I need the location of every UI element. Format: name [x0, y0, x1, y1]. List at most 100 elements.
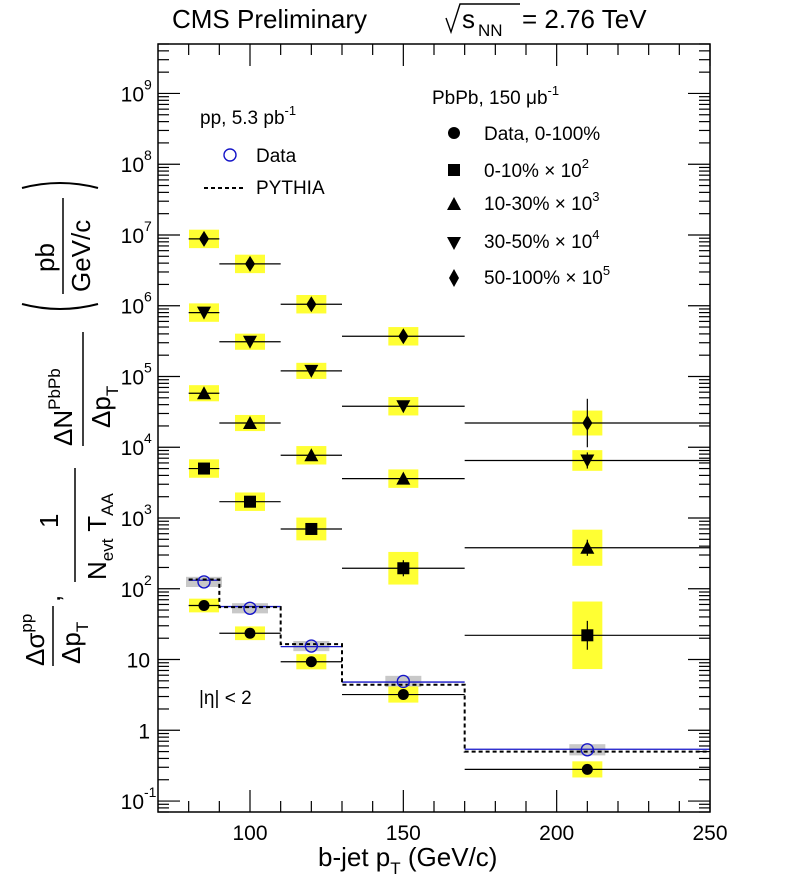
x-tick-label-1: 150: [386, 822, 421, 845]
ylabel-unit-num: pb: [30, 243, 60, 272]
marker-4-2: [304, 364, 319, 378]
marker-3-0: [197, 386, 211, 400]
y-tick-exp-6: 5: [144, 359, 152, 375]
legend-pbpb-entry-0: Data, 0-100%: [484, 124, 600, 145]
legend-pp: pp, 5.3 pb-1 Data PYTHIA: [200, 103, 325, 199]
y-tick-label-4: 10 3: [121, 501, 152, 531]
marker-5-4: [582, 415, 593, 432]
legend-filled-circle-icon: [448, 127, 460, 139]
ylabel-sigma-num: Δσpp: [17, 614, 50, 666]
legend-pp-data-label: Data: [256, 146, 297, 167]
y-tick-exp-0: -1: [144, 784, 157, 800]
marker-1-3: [397, 689, 409, 701]
marker-4-1: [243, 335, 257, 349]
pythia-histogram: [188, 578, 710, 753]
y-tick-label-0: 10 -1: [121, 784, 157, 814]
y-tick-label-9: 10 8: [121, 147, 152, 177]
y-tick-exp-4: 3: [144, 501, 152, 517]
y-tick-base-6: 10: [121, 366, 144, 389]
y-tick-label-7: 10 6: [121, 289, 152, 319]
x-axis-label: b-jet pT (GeV/c): [318, 842, 497, 878]
legend-triangle-up-icon: [447, 197, 461, 210]
y-tick-base-10: 10: [121, 83, 144, 106]
legend-pp-title: pp, 5.3 pb-1: [200, 103, 296, 129]
marker-2-1: [244, 495, 256, 508]
legend-pbpb-entry-1: 0-10% × 102: [484, 156, 589, 182]
legend-square-icon: [448, 164, 460, 176]
legend-pbpb-entry-4: 50-100% × 105: [484, 263, 610, 289]
marker-2-0: [198, 462, 210, 475]
energy-s: s: [462, 4, 475, 34]
ylabel-unit-den: GeV/c: [66, 220, 96, 292]
energy-nn: NN: [478, 21, 503, 40]
marker-0-0: [197, 575, 211, 589]
svg-text:b-jet pT (GeV/c): b-jet pT (GeV/c): [318, 842, 497, 878]
marker-1-0: [198, 600, 210, 612]
y-tick-label-6: 10 5: [121, 359, 152, 389]
marker-2-4: [581, 629, 594, 642]
y-tick-base-7: 10: [121, 296, 144, 319]
y-tick-exp-9: 8: [144, 147, 152, 163]
x-tick-label-3: 250: [692, 822, 727, 845]
marker-0-1: [243, 601, 257, 615]
marker-4-0: [197, 306, 211, 320]
ylabel-sigma-den: ΔpT: [56, 622, 92, 664]
ylabel-one: 1: [34, 514, 64, 528]
marker-0-3: [396, 674, 411, 689]
marker-5-1: [245, 255, 255, 272]
legend-triangle-down-icon: [447, 237, 461, 250]
marker-2-2: [305, 522, 318, 535]
bin-lines: [188, 238, 710, 773]
ylabel-dn-den: ΔpT: [86, 386, 122, 428]
marker-2-3: [397, 562, 410, 575]
marker-5-3: [398, 328, 409, 345]
y-tick-base-4: 10: [121, 508, 144, 531]
marker-3-1: [243, 416, 257, 430]
y-tick-label-10: 10 9: [121, 76, 152, 106]
marker-4-4: [580, 454, 595, 468]
y-tick-exp-3: 2: [144, 572, 152, 588]
energy-value: = 2.76 TeV: [522, 4, 647, 34]
marker-0-2: [304, 639, 319, 653]
chart-title: CMS Preliminary: [172, 4, 367, 34]
y-tick-base-1: 1: [138, 720, 150, 743]
marker-5-2: [306, 296, 317, 313]
marker-1-4: [581, 763, 593, 775]
y-tick-label-8: 10 7: [121, 218, 152, 248]
right-paren-icon: [21, 182, 99, 189]
energy-label: s NN = 2.76 TeV: [445, 3, 647, 40]
y-tick-label-2: 10: [127, 650, 150, 673]
marker-3-3: [396, 471, 411, 485]
ylabel-dn-num: ΔNPbPb: [45, 368, 78, 446]
sqrt-sign-icon: [445, 3, 520, 35]
legend-pbpb-entry-3: 30-50% × 104: [484, 227, 600, 253]
marker-1-2: [305, 656, 317, 668]
y-tick-base-3: 10: [121, 579, 144, 602]
y-tick-exp-10: 9: [144, 76, 152, 92]
sys-box-0-0: [186, 576, 222, 587]
y-tick-base-0: 10: [121, 791, 144, 814]
y-tick-base-5: 10: [121, 437, 144, 460]
marker-3-4: [580, 540, 595, 554]
legend-pythia-label: PYTHIA: [256, 178, 325, 199]
legend-pbpb-entry-2: 10-30% × 103: [484, 189, 600, 215]
marker-1-1: [244, 627, 256, 639]
data-markers: [197, 230, 595, 775]
legend-pbpb: PbPb, 150 μb-1 Data, 0-100% 0-10% × 102 …: [432, 83, 610, 289]
y-tick-exp-5: 4: [144, 430, 152, 446]
left-paren-icon: [21, 303, 99, 310]
eta-annotation: |η| < 2: [199, 688, 252, 709]
legend-diamond-icon: [449, 269, 459, 287]
y-tick-label-3: 10 2: [121, 572, 152, 602]
marker-4-3: [396, 400, 411, 414]
y-tick-base-2: 10: [127, 650, 150, 673]
ylabel-nevt-taa: Nevt TAA: [82, 493, 117, 580]
y-tick-label-5: 10 4: [121, 430, 152, 460]
x-tick-label-0: 100: [232, 822, 267, 845]
legend-pbpb-title: PbPb, 150 μb-1: [432, 83, 559, 109]
y-tick-base-8: 10: [121, 225, 144, 248]
marker-0-4: [580, 743, 595, 757]
marker-5-0: [199, 230, 209, 247]
